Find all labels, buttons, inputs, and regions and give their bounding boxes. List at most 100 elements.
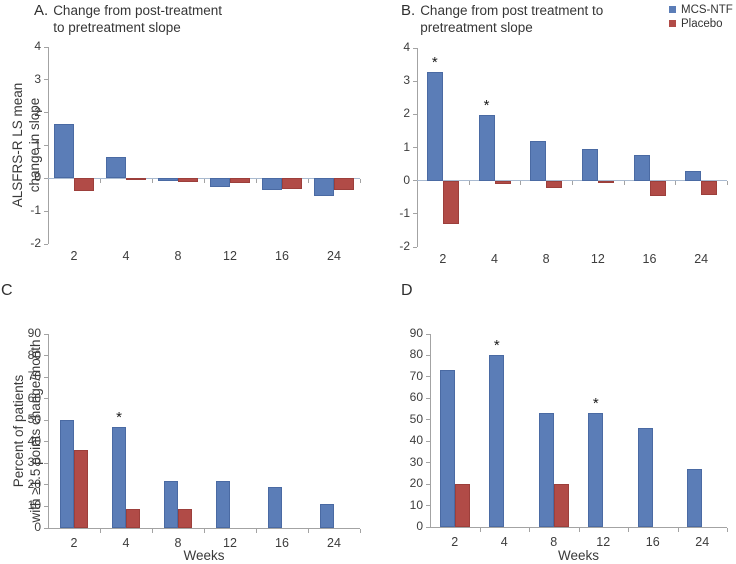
panel-c-bar-mcs-ntf-week-16 xyxy=(268,487,282,528)
panel-d-y-tick-label: 20 xyxy=(409,476,423,491)
panel-c-bar-mcs-ntf-week-2 xyxy=(60,420,74,528)
panel-a-x-tick-label: 4 xyxy=(122,249,130,263)
panel-c-y-tick-label: 10 xyxy=(27,498,41,513)
panel-d-bar-mcs-ntf-week-24 xyxy=(687,469,703,527)
panel-c-y-tick-label: 40 xyxy=(27,433,41,448)
panel-b-bar-placebo-week-16 xyxy=(649,180,666,197)
panel-a-y-tick-label: 2 xyxy=(34,104,41,119)
panel-c-x-tick-label: 16 xyxy=(275,536,289,550)
panel-b-y-tick xyxy=(413,47,417,49)
panel-c-y-tick xyxy=(44,398,48,400)
panel-a-title-line-1: Change from post-treatment xyxy=(53,3,223,18)
panel-c-bar-mcs-ntf-week-12 xyxy=(216,480,230,528)
panel-c-x-tick xyxy=(308,528,309,533)
panel-d-y-tick xyxy=(426,354,430,356)
panel-b-bar-mcs-ntf-week-12 xyxy=(581,149,598,181)
panel-d-x-tick xyxy=(628,527,629,532)
panel-d-x-tick xyxy=(578,527,580,532)
panel-a-x-tick-label: 2 xyxy=(70,249,78,263)
panel-c-y-tick-label: 50 xyxy=(27,412,41,427)
panel-b-y-tick-label: 0 xyxy=(403,172,410,187)
panel-b-x-tick xyxy=(520,181,522,186)
panel-b-title: B. Change from post treatment to pretrea… xyxy=(401,2,603,36)
panel-b-y-tick xyxy=(413,147,417,148)
panel-c-x-axis xyxy=(48,527,360,529)
panel-b-bar-mcs-ntf-week-4 xyxy=(478,114,495,181)
panel-a-y-tick xyxy=(44,112,48,114)
panel-b-x-tick xyxy=(727,181,728,186)
panel-b-x-tick-label: 4 xyxy=(491,252,498,266)
panel-b-bar-placebo-week-2 xyxy=(442,180,459,224)
panel-a-y-axis xyxy=(48,47,49,244)
panel-d-x-tick xyxy=(727,527,728,532)
legend-item-placebo: Placebo xyxy=(669,17,733,30)
panel-b-y-tick xyxy=(413,213,417,215)
panel-c-x-tick xyxy=(152,528,153,533)
panel-d-bar-mcs-ntf-week-16 xyxy=(637,428,653,527)
panel-d-y-tick xyxy=(426,462,430,464)
panel-d-y-tick xyxy=(426,376,430,378)
panel-a-letter: A. xyxy=(34,2,49,19)
panel-c-y-tick xyxy=(44,505,48,507)
panel-d-bar-mcs-ntf-week-4 xyxy=(489,355,505,527)
panel-d-y-tick-label: 80 xyxy=(409,347,423,362)
panel-d-y-tick xyxy=(426,483,430,485)
panel-c-x-tick xyxy=(256,528,257,533)
panel-a-x-tick xyxy=(152,178,153,183)
panel-b-x-tick-label: 8 xyxy=(542,252,550,266)
panel-b-y-tick-label: 2 xyxy=(403,106,410,121)
panel-c-x-tick-label: 24 xyxy=(327,536,341,550)
panel-c-x-tick-label: 4 xyxy=(122,536,130,550)
panel-b-x-tick xyxy=(675,181,677,186)
panel-c-x-tick xyxy=(204,528,205,533)
panel-c-y-tick xyxy=(44,333,48,335)
panel-b-significance-marker-week-4: * xyxy=(483,96,490,114)
panel-c-x-tick-label: 12 xyxy=(223,536,237,550)
panel-a-bar-mcs-ntf-week-2 xyxy=(54,124,74,179)
panel-a-y-tick-label: -2 xyxy=(30,236,41,250)
panel-b-x-tick-label: 24 xyxy=(694,252,709,266)
panel-c-y-tick-label: 70 xyxy=(27,369,41,384)
panel-b-bar-placebo-week-12 xyxy=(597,180,614,183)
panel-d-x-tick xyxy=(677,527,679,532)
panel-c-y-tick xyxy=(44,441,48,443)
legend-item-mcs-ntf: MCS-NTF xyxy=(669,3,733,16)
panel-b-zero-line xyxy=(417,180,727,182)
panel-b-y-tick xyxy=(413,180,417,182)
legend: MCS-NTF Placebo xyxy=(669,3,733,31)
legend-label-mcs-ntf: MCS-NTF xyxy=(681,3,733,16)
panel-a-x-tick-label: 12 xyxy=(223,249,237,263)
panel-a-x-tick xyxy=(256,178,257,183)
panel-d-x-tick-label: 8 xyxy=(550,535,558,549)
panel-a-bar-mcs-ntf-week-12 xyxy=(210,178,230,187)
panel-d-x-tick-label: 12 xyxy=(596,535,611,549)
panel-c-y-tick-label: 60 xyxy=(27,390,41,405)
panel-b-y-tick-label: 1 xyxy=(403,139,410,154)
panel-b-x-tick-label: 12 xyxy=(590,252,605,266)
panel-a-y-tick xyxy=(44,177,48,179)
panel-b-y-tick-label: 3 xyxy=(403,73,410,88)
panel-b-y-tick-label: 4 xyxy=(403,40,410,54)
panel-b-title-line-2: pretreatment slope xyxy=(420,20,533,35)
panel-a-y-tick-label: 1 xyxy=(34,137,41,152)
panel-a-x-tick-label: 16 xyxy=(275,249,289,263)
panel-a-y-tick-label: 0 xyxy=(34,170,41,185)
panel-b-y-tick-label: -2 xyxy=(399,239,410,253)
panel-a-y-tick xyxy=(44,243,48,245)
panel-a-bar-placebo-week-12 xyxy=(230,178,250,184)
panel-d-bar-mcs-ntf-week-12 xyxy=(588,413,604,527)
panel-a-y-tick xyxy=(44,145,48,146)
panel-b-y-tick xyxy=(413,113,417,115)
panel-c-significance-marker-week-4: * xyxy=(116,408,122,426)
panel-a-zero-line xyxy=(48,177,360,179)
panel-d-y-tick-label: 40 xyxy=(409,433,423,448)
panel-d-y-tick-label: 90 xyxy=(409,326,423,340)
panel-a-x-tick xyxy=(360,178,361,183)
panel-b-bar-placebo-week-8 xyxy=(546,180,563,188)
panel-d-bar-mcs-ntf-week-8 xyxy=(538,413,554,527)
panel-d-y-tick-label: 70 xyxy=(409,368,423,383)
panel-d-y-tick xyxy=(426,419,430,421)
panel-d-y-tick xyxy=(426,397,430,399)
panel-c-x-tick xyxy=(100,528,101,533)
